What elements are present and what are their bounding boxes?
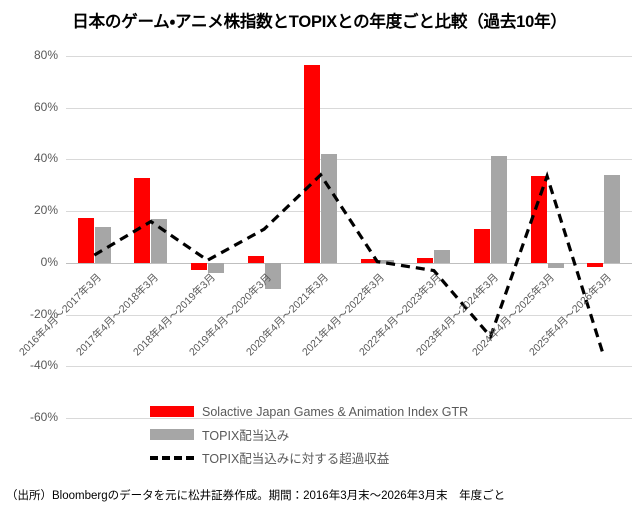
bar-index xyxy=(360,258,377,263)
legend-label-excess: TOPIX配当込みに対する超過収益 xyxy=(202,452,390,466)
y-axis-tick-label: 40% xyxy=(33,151,58,166)
bar-topix xyxy=(94,226,111,263)
gridline xyxy=(66,107,632,109)
legend-label-topix: TOPIX配当込み xyxy=(202,429,290,443)
bar-index xyxy=(304,64,321,263)
page-title: 日本のゲーム・アニメ株指数とTOPIXとの年度ごと比較（過去10年） xyxy=(72,13,567,31)
bar-topix xyxy=(547,262,564,268)
source-note: （出所）Bloombergのデータを元に松井証券作成。期間：2016年3月末～2… xyxy=(6,490,506,502)
y-axis-tick-label: 20% xyxy=(33,203,58,218)
y-axis-tick-label: -60% xyxy=(29,410,58,424)
bar-index xyxy=(474,229,490,263)
bar-topix xyxy=(321,154,338,263)
bar-index xyxy=(530,176,547,263)
y-axis-tick-label: -40% xyxy=(29,358,58,373)
bar-index xyxy=(587,262,604,267)
chart-legend: Solactive Japan Games & Animation Index … xyxy=(150,400,570,469)
y-axis-tick-label: -20% xyxy=(29,306,58,321)
gridline xyxy=(66,56,632,57)
y-axis-tick-label: 60% xyxy=(33,99,58,114)
legend-label-index: Solactive Japan Games & Animation Index … xyxy=(202,404,469,419)
bar-index xyxy=(247,255,264,263)
bar-topix xyxy=(434,249,451,263)
y-axis-tick-label: 0% xyxy=(40,254,58,269)
legend-item-index: Solactive Japan Games & Animation Index … xyxy=(150,400,570,423)
bar-topix xyxy=(151,218,168,263)
y-axis-tick-label: 80% xyxy=(33,48,58,62)
bar-topix xyxy=(377,260,394,263)
gridline xyxy=(66,211,632,213)
red-square-icon xyxy=(150,406,194,417)
bar-topix xyxy=(604,174,621,263)
bar-topix xyxy=(491,155,507,263)
gridline xyxy=(66,159,632,161)
legend-item-topix: TOPIX配当込み xyxy=(150,423,570,446)
plot-area xyxy=(66,56,632,419)
bar-index xyxy=(191,262,207,271)
gridline xyxy=(66,366,632,368)
gridline xyxy=(66,418,632,419)
bar-index xyxy=(77,217,94,263)
bar-index xyxy=(134,177,151,263)
dashed-line-icon xyxy=(150,455,194,460)
legend-item-excess: TOPIX配当込みに対する超過収益 xyxy=(150,446,570,469)
bar-index xyxy=(417,257,434,263)
gray-square-icon xyxy=(150,429,194,440)
